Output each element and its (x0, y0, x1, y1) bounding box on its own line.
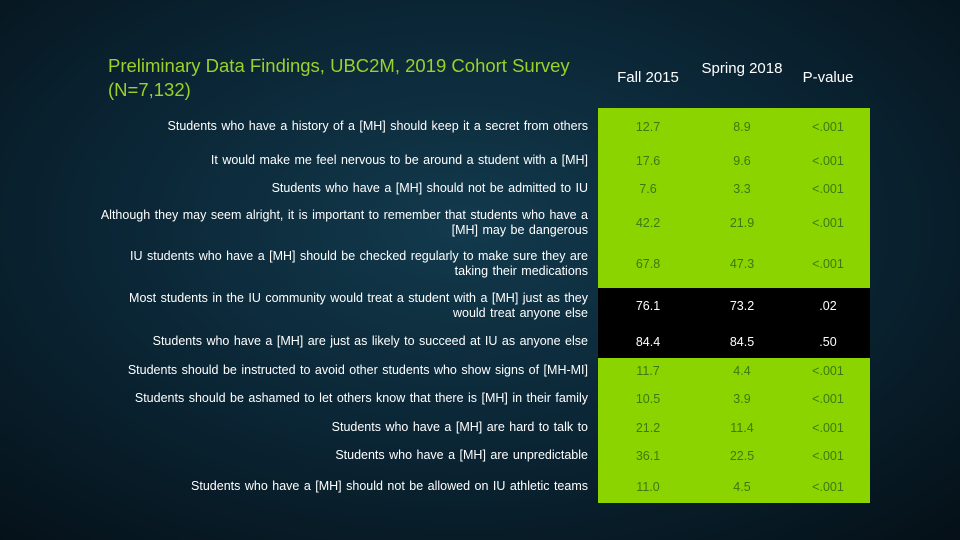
survey-question: Students who have a [MH] should not be a… (271, 181, 588, 196)
p-value: <.001 (812, 392, 844, 406)
survey-question: Most students in the IU community would … (129, 290, 588, 321)
spring-2018-value: 11.4 (730, 421, 754, 435)
fall-2015-value: 12.7 (635, 120, 661, 134)
table-row: Students who have a [MH] should not be a… (100, 474, 870, 500)
survey-question: Students who have a [MH] are just as lik… (152, 334, 588, 349)
table-row: Students should be ashamed to let others… (100, 386, 870, 412)
p-value: <.001 (812, 364, 844, 378)
p-value: <.001 (812, 216, 844, 230)
p-value: <.001 (812, 154, 844, 168)
spring-2018-value: 9.6 (733, 154, 751, 168)
spring-2018-value: 3.9 (733, 392, 751, 406)
spring-2018-value: 84.5 (729, 335, 755, 349)
significant-block-top (598, 108, 870, 288)
p-value: .02 (819, 299, 837, 313)
table-row: Students who have a [MH] are hard to tal… (100, 415, 870, 441)
fall-2015-value: 7.6 (639, 182, 657, 196)
column-header-p-value: P-value (802, 69, 854, 86)
fall-2015-value: 10.5 (635, 392, 661, 406)
spring-2018-value: 47.3 (729, 257, 755, 271)
slide-title: Preliminary Data Findings, UBC2M, 2019 C… (108, 55, 570, 100)
table-row: Students who have a [MH] are unpredictab… (100, 443, 870, 469)
p-value: <.001 (812, 421, 844, 435)
p-value: <.001 (812, 182, 844, 196)
survey-question: Students who have a [MH] are hard to tal… (331, 420, 588, 435)
spring-2018-value: 4.5 (733, 480, 751, 494)
fall-2015-value: 21.2 (635, 421, 661, 435)
survey-question: Students who have a [MH] are unpredictab… (335, 448, 588, 463)
table-row: IU students who have a [MH] should be ch… (100, 247, 870, 281)
p-value: <.001 (812, 257, 844, 271)
fall-2015-value: 11.7 (636, 364, 660, 378)
p-value: <.001 (812, 120, 844, 134)
spring-2018-value: 73.2 (729, 299, 755, 313)
spring-2018-value: 4.4 (733, 364, 751, 378)
non-significant-block (598, 288, 870, 358)
fall-2015-value: 84.4 (635, 335, 661, 349)
survey-question: Students who have a history of a [MH] sh… (167, 119, 588, 134)
table-row: Students who have a history of a [MH] sh… (100, 113, 870, 141)
survey-question: Although they may seem alright, it is im… (100, 207, 588, 238)
table-row: It would make me feel nervous to be arou… (100, 147, 870, 175)
spring-2018-value: 22.5 (729, 449, 755, 463)
survey-question: Students who have a [MH] should not be a… (191, 479, 588, 494)
p-value: <.001 (812, 480, 844, 494)
fall-2015-value: 76.1 (635, 299, 661, 313)
survey-question: Students should be instructed to avoid o… (127, 363, 588, 378)
table-row: Students should be instructed to avoid o… (100, 358, 870, 384)
survey-question: It would make me feel nervous to be arou… (210, 153, 588, 168)
fall-2015-value: 42.2 (635, 216, 661, 230)
table-row: Students who have a [MH] are just as lik… (100, 329, 870, 355)
fall-2015-value: 36.1 (635, 449, 661, 463)
significant-block-bottom (598, 358, 870, 503)
table-row: Most students in the IU community would … (100, 289, 870, 323)
spring-2018-value: 8.9 (733, 120, 751, 134)
column-header-spring-2018: Spring 2018 (701, 60, 783, 77)
fall-2015-value: 17.6 (635, 154, 661, 168)
survey-question: Students should be ashamed to let others… (134, 391, 588, 406)
fall-2015-value: 67.8 (635, 257, 661, 271)
p-value: .50 (819, 335, 837, 349)
column-header-fall-2015: Fall 2015 (617, 69, 679, 86)
table-row: Students who have a [MH] should not be a… (100, 176, 870, 202)
table-row: Although they may seem alright, it is im… (100, 206, 870, 240)
spring-2018-value: 21.9 (729, 216, 755, 230)
fall-2015-value: 11.0 (636, 480, 660, 494)
p-value: <.001 (812, 449, 844, 463)
survey-question: IU students who have a [MH] should be ch… (130, 248, 588, 279)
spring-2018-value: 3.3 (733, 182, 751, 196)
